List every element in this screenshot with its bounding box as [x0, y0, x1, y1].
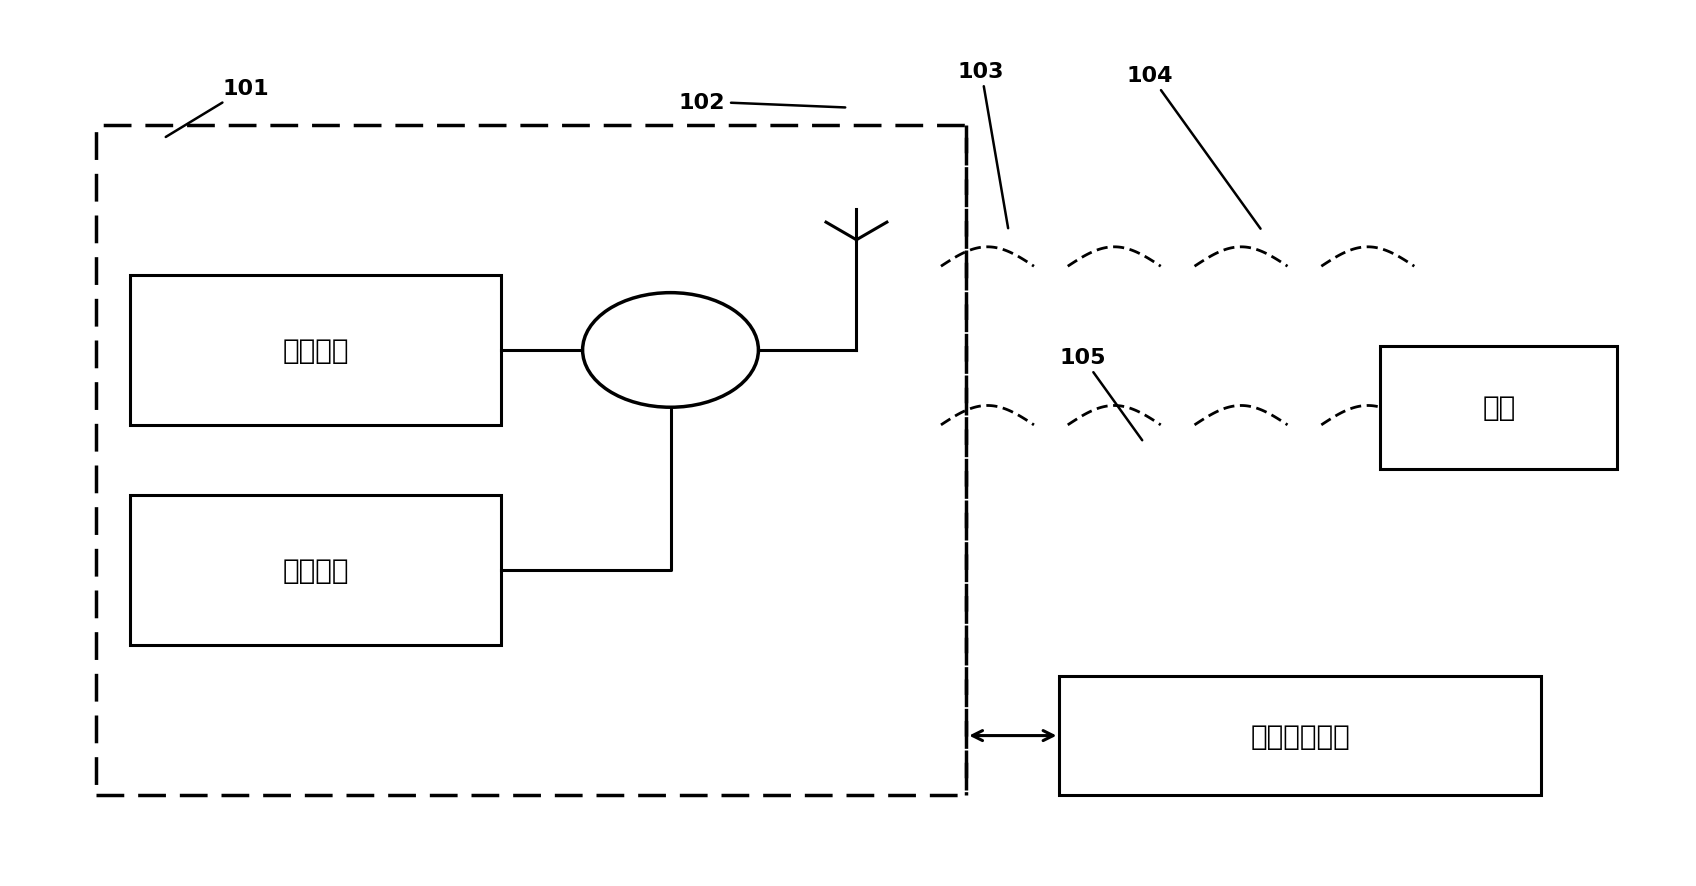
Text: 104: 104 [1126, 66, 1260, 229]
Text: 105: 105 [1060, 348, 1141, 440]
Text: 标签: 标签 [1482, 393, 1516, 422]
Text: 发射电路: 发射电路 [282, 337, 349, 364]
Text: 主机控制系统: 主机控制系统 [1250, 722, 1350, 750]
Bar [129, 496, 502, 646]
Text: 接收电路: 接收电路 [282, 556, 349, 585]
Bar [1381, 346, 1618, 470]
Bar [95, 126, 967, 795]
Bar [129, 276, 502, 425]
Bar [1060, 676, 1542, 795]
Text: 101: 101 [166, 79, 270, 138]
Text: 103: 103 [958, 62, 1007, 229]
Ellipse shape [583, 293, 758, 408]
Text: 102: 102 [678, 92, 845, 113]
